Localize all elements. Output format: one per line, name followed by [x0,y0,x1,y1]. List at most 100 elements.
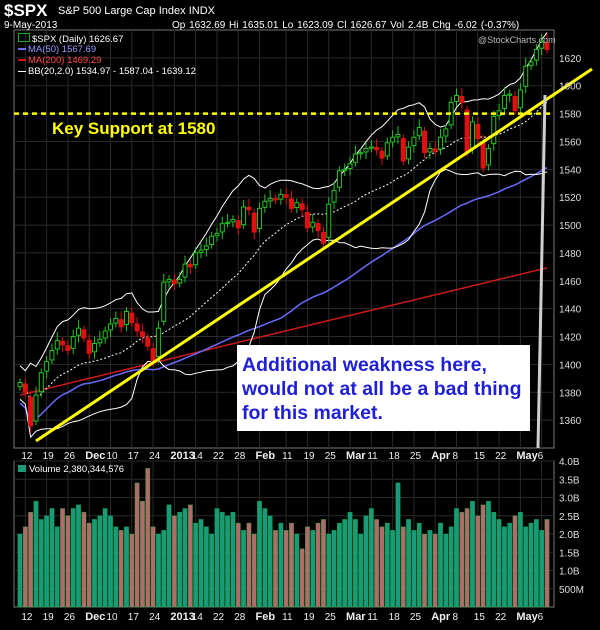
volume-bar [326,533,332,608]
price-tick-label: 1420 [559,333,582,344]
candle-body [544,41,550,51]
candle-body [241,206,247,226]
candle-body [150,348,156,363]
candle-body [443,128,449,137]
candle-body [44,361,50,372]
price-tick-label: 1400 [559,360,582,371]
volume-bar [134,482,140,608]
time-tick-label: 2013 [170,450,194,462]
volume-bar [390,530,395,608]
volume-bar [108,515,113,608]
volume-tick-label: 1.5B [559,548,580,559]
volume-bar [310,530,316,608]
time-tick-label: 12 [21,451,33,462]
volume-bar [193,522,199,608]
volume-bar [534,519,539,608]
volume-time-tick-label: 25 [410,612,422,623]
candle-body [427,147,433,153]
candle-body [257,207,263,229]
volume-bar [54,526,60,608]
volume-bar [246,522,252,608]
volume-bar [432,533,438,608]
candle-body [177,278,183,284]
candle-body [400,137,406,162]
volume-time-tick-label: 8 [453,612,459,623]
candle-body [528,61,534,67]
legend-ma200: MA(200) 1469.29 [18,55,101,66]
legend-bb: BB(20,2.0) 1534.97 - 1587.04 - 1639.12 [18,66,196,77]
volume-bar [60,508,65,608]
price-tick-label: 1440 [559,305,582,316]
volume-bar [342,519,348,608]
volume-time-tick-label: 25 [325,612,337,623]
time-tick-label: May [516,450,538,462]
candle-body [352,153,358,163]
volume-time-tick-label: 28 [234,612,246,623]
volume-bar [507,522,513,608]
candle-body [310,221,316,228]
candle-body [161,281,167,322]
candle-body [107,323,113,331]
volume-bar [156,533,161,608]
candle-body [390,136,396,143]
candle-body [60,340,66,346]
time-tick-label: 22 [495,451,507,462]
volume-time-tick-label: 6 [538,612,544,623]
candle-body [283,194,289,198]
time-tick-label: 17 [128,451,140,462]
time-tick-label: 28 [234,451,246,462]
volume-bar [219,511,225,608]
annotation-box [237,345,530,431]
candle-body [384,142,390,157]
candle-body [198,249,204,254]
candle-body [368,146,374,149]
candle-body [171,279,177,285]
volume-bar [400,526,406,608]
volume-bar [214,508,220,608]
volume-bar [140,500,145,608]
volume-bar [384,522,390,608]
volume-bar [491,511,497,608]
trend-line [35,67,593,443]
volume-bar [331,530,337,608]
price-tick-label: 1460 [559,277,582,288]
candle-body [507,93,513,96]
volume-bar [177,511,183,608]
candle-body [363,147,369,153]
volume-bar [299,548,305,608]
symbol-title: $SPX [4,1,48,20]
candle-body [432,148,438,152]
volume-bar [374,519,380,608]
candle-body [129,312,135,324]
candle-body [358,152,364,155]
volume-bar [257,500,262,608]
volume-bar [502,526,507,608]
volume-bar [395,482,401,608]
volume-bar [187,504,193,608]
candle-body [97,338,103,344]
volume-time-tick-label: Mar [346,611,366,623]
candle-body [81,329,87,339]
volume-bar [150,526,156,608]
volume-bar [145,468,151,608]
annotation-pointer [536,94,547,449]
volume-time-tick-label: 10 [106,612,118,623]
volume-time-tick-label: 26 [64,612,76,623]
price-tick-label: 1480 [559,249,582,260]
legend-ma50: MA(50) 1567.69 [18,44,96,55]
volume-time-tick-label: 17 [128,612,140,623]
volume-bar [528,522,534,608]
volume-bar [267,515,273,608]
time-tick-label: Mar [346,450,366,462]
time-tick-label: 24 [149,451,161,462]
volume-bar [347,511,353,608]
candle-body [422,130,428,154]
candle-body [304,211,310,229]
volume-bar [166,504,172,608]
volume-time-tick-label: 18 [389,612,401,623]
price-tick-label: 1360 [559,416,582,427]
candle-body [438,136,444,150]
time-tick-label: 10 [106,451,118,462]
